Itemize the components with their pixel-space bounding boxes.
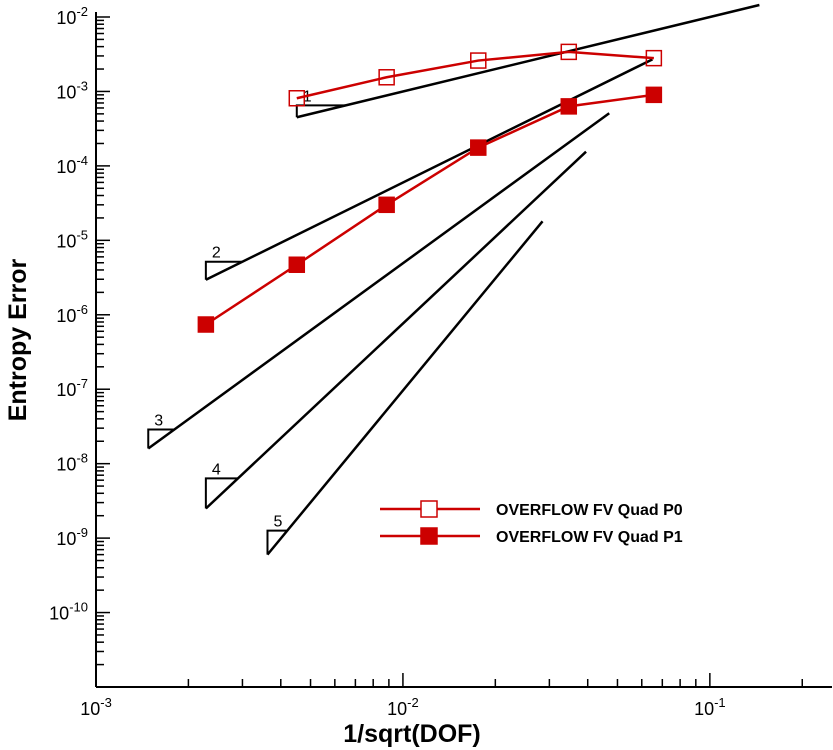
slope-3-group: 3 [147,112,610,450]
slope-2-group: 2 [204,58,653,281]
slope-3-line [147,112,610,450]
slope-1-line [296,3,760,119]
x-tick-label: 10-3 [80,695,112,719]
slope-5-group: 5 [266,220,544,556]
data-series [197,43,663,333]
series-2-point [288,256,306,273]
series-2-point [470,139,487,156]
y-tick-label: 10-9 [56,525,88,549]
y-tick-label: 10-2 [56,4,88,28]
y-tick-label: 10-10 [49,600,88,624]
slope-1-group: 1 [295,3,760,119]
x-tick-label: 10-2 [387,695,419,719]
series-2-point [560,98,578,115]
y-tick-label: 10-7 [56,376,88,400]
series-2-point [378,196,395,214]
slope-3-label: 3 [154,412,163,429]
legend-entry: OVERFLOW FV Quad P1 [380,527,683,546]
slope-2-triangle [204,260,243,280]
slope-4-triangle [204,477,238,509]
slope-3-triangle [147,428,175,449]
series-2 [197,86,663,333]
x-tick-label: 10-1 [694,695,726,719]
legend-label: OVERFLOW FV Quad P0 [496,502,683,519]
y-tick-label: 10-4 [56,153,88,177]
series-1-point [288,90,306,107]
y-axis-title: Entropy Error [4,258,32,421]
series-1-point [560,43,578,61]
reference-slopes: 1 2 3 4 5 [147,3,760,556]
slope-5-label: 5 [273,514,282,531]
slope-4-group: 4 [204,150,587,510]
y-tick-label: 10-8 [56,451,88,475]
slope-2-label: 2 [212,245,221,262]
slope-5-line [266,220,544,556]
slope-5-triangle [266,529,288,555]
series-1-point [378,69,395,86]
legend: OVERFLOW FV Quad P0 OVERFLOW FV Quad P1 [380,500,683,546]
y-tick-label: 10-3 [56,78,88,102]
series-1-line [296,50,654,100]
series-2-point [197,316,215,333]
series-2-line [205,93,655,326]
series-1 [288,43,663,107]
slope-2-line [205,58,653,281]
slope-4-label: 4 [212,461,221,478]
x-axis-title: 1/sqrt(DOF) [343,720,481,748]
axes: 10-3 10-2 10-1 10-2 10-3 10-4 10-5 10-6 10-7 10-8… [49,4,832,719]
series-2-point [645,86,663,104]
legend-marker [420,500,438,518]
legend-entry: OVERFLOW FV Quad P0 [380,500,683,519]
legend-marker [420,527,438,545]
legend-label: OVERFLOW FV Quad P1 [496,529,683,546]
y-tick-label: 10-5 [56,227,88,251]
slope-4-line [205,150,587,510]
y-tick-label: 10-6 [56,302,88,326]
series-1-point [470,52,487,69]
series-1-point [645,49,663,67]
